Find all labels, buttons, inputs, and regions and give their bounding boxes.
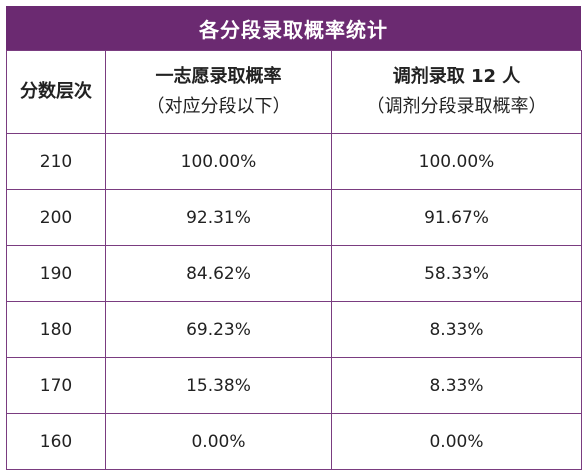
adjusted-cell: 91.67% <box>331 189 582 246</box>
probability-table: 分数层次 一志愿录取概率 （对应分段以下） 调剂录取 12 人 （调剂分段录取概… <box>6 50 582 470</box>
adjusted-cell: 8.33% <box>331 301 582 358</box>
table-row: 190 84.62% 58.33% <box>6 245 582 302</box>
table-row: 180 69.23% 8.33% <box>6 301 582 358</box>
first-choice-cell: 84.62% <box>105 245 332 302</box>
table-row: 160 0.00% 0.00% <box>6 413 582 470</box>
score-cell: 180 <box>6 301 106 358</box>
score-cell: 170 <box>6 357 106 414</box>
header-adjusted-title: 调剂录取 12 人 <box>392 66 521 87</box>
first-choice-cell: 100.00% <box>105 133 332 190</box>
score-cell: 190 <box>6 245 106 302</box>
adjusted-cell: 100.00% <box>331 133 582 190</box>
adjusted-cell: 58.33% <box>331 245 582 302</box>
header-score-level: 分数层次 <box>6 50 106 134</box>
header-adjusted-subtitle: （调剂分段录取概率） <box>366 96 547 117</box>
score-cell: 210 <box>6 133 106 190</box>
first-choice-cell: 15.38% <box>105 357 332 414</box>
table-title: 各分段录取概率统计 <box>6 6 581 50</box>
header-first-choice-subtitle: （对应分段以下） <box>146 96 291 117</box>
score-cell: 200 <box>6 189 106 246</box>
first-choice-cell: 92.31% <box>105 189 332 246</box>
first-choice-cell: 69.23% <box>105 301 332 358</box>
adjusted-cell: 8.33% <box>331 357 582 414</box>
header-adjusted-probability: 调剂录取 12 人 （调剂分段录取概率） <box>331 50 582 134</box>
first-choice-cell: 0.00% <box>105 413 332 470</box>
adjusted-cell: 0.00% <box>331 413 582 470</box>
table-row: 200 92.31% 91.67% <box>6 189 582 246</box>
score-cell: 160 <box>6 413 106 470</box>
table-row: 170 15.38% 8.33% <box>6 357 582 414</box>
table-header-row: 分数层次 一志愿录取概率 （对应分段以下） 调剂录取 12 人 （调剂分段录取概… <box>6 50 582 134</box>
header-first-choice-title: 一志愿录取概率 <box>155 66 282 87</box>
header-first-choice-probability: 一志愿录取概率 （对应分段以下） <box>105 50 332 134</box>
table-row: 210 100.00% 100.00% <box>6 133 582 190</box>
